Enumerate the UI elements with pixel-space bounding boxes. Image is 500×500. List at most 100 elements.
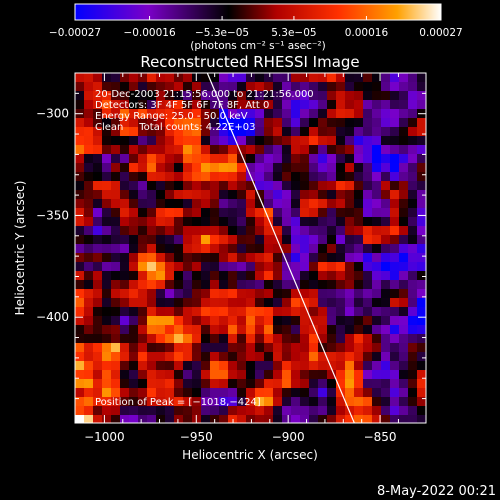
heatmap-cell (345, 262, 355, 272)
heatmap-cell (165, 325, 175, 335)
heatmap-cell (228, 370, 238, 380)
heatmap-cell (309, 244, 319, 254)
heatmap-cell (264, 172, 274, 182)
heatmap-cell (183, 370, 193, 380)
heatmap-cell (345, 397, 355, 407)
heatmap-cell (192, 136, 202, 146)
heatmap-cell (336, 343, 346, 353)
heatmap-cell (111, 235, 121, 245)
heatmap-cell (327, 199, 337, 209)
heatmap-cell (264, 118, 274, 128)
heatmap-cell (183, 397, 193, 407)
heatmap-cell (399, 208, 409, 218)
heatmap-cell (183, 343, 193, 353)
heatmap-cell (111, 388, 121, 398)
heatmap-cell (327, 271, 337, 281)
heatmap-cell (102, 307, 112, 317)
solar-limb-line (206, 73, 355, 423)
heatmap-cell (282, 253, 292, 263)
heatmap-cell (291, 415, 301, 423)
heatmap-cell (399, 91, 409, 101)
heatmap-cell (192, 262, 202, 272)
heatmap-cell (219, 361, 229, 371)
heatmap-cell (291, 118, 301, 128)
heatmap-cell (156, 154, 166, 164)
heatmap-cell (102, 145, 112, 155)
heatmap-cell (120, 334, 130, 344)
heatmap-cell (300, 145, 310, 155)
heatmap-cell (138, 298, 148, 308)
heatmap-cell (327, 172, 337, 182)
heatmap-cell (192, 190, 202, 200)
heatmap-cell (336, 262, 346, 272)
heatmap-cell (129, 91, 139, 101)
heatmap-cell (327, 325, 337, 335)
heatmap-cell (372, 397, 382, 407)
heatmap-cell (363, 172, 373, 182)
heatmap-cell (219, 352, 229, 362)
heatmap-cell (138, 217, 148, 227)
heatmap-cell (300, 334, 310, 344)
heatmap-cell (138, 262, 148, 272)
heatmap-cell (354, 82, 364, 92)
heatmap-cell (165, 109, 175, 119)
heatmap-cell (336, 379, 346, 389)
heatmap-cell (138, 199, 148, 209)
heatmap-cell (408, 397, 418, 407)
heatmap-cell (210, 154, 220, 164)
heatmap-cell (192, 208, 202, 218)
heatmap-cell (228, 325, 238, 335)
heatmap-cell (309, 397, 319, 407)
heatmap-cell (372, 181, 382, 191)
heatmap-cell (399, 145, 409, 155)
heatmap-cell (336, 397, 346, 407)
heatmap-cell (390, 190, 400, 200)
heatmap-cell (192, 91, 202, 101)
heatmap-cell (372, 343, 382, 353)
heatmap-cell (390, 262, 400, 272)
heatmap-cell (210, 208, 220, 218)
heatmap-cell (390, 82, 400, 92)
heatmap-cell (174, 343, 184, 353)
heatmap-cell (201, 181, 211, 191)
heatmap-cell (273, 325, 283, 335)
heatmap-cell (210, 379, 220, 389)
heatmap-cell (228, 316, 238, 326)
heatmap-cell (255, 361, 265, 371)
heatmap-cell (273, 244, 283, 254)
heatmap-cell (255, 406, 265, 416)
heatmap-cell (255, 91, 265, 101)
heatmap-cell (345, 352, 355, 362)
heatmap-cell (282, 100, 292, 110)
heatmap-cell (399, 127, 409, 137)
heatmap-cell (327, 379, 337, 389)
heatmap-cell (336, 82, 346, 92)
heatmap-cell (372, 163, 382, 173)
heatmap-cell (273, 199, 283, 209)
heatmap-cell (363, 91, 373, 101)
heatmap-cell (120, 154, 130, 164)
heatmap-cell (381, 109, 391, 119)
heatmap-cell (228, 298, 238, 308)
heatmap-cell (228, 109, 238, 119)
heatmap-cell (111, 352, 121, 362)
heatmap-cell (363, 280, 373, 290)
heatmap-cell (228, 100, 238, 110)
heatmap-cell (210, 172, 220, 182)
heatmap-cell (183, 109, 193, 119)
heatmap-cell (300, 307, 310, 317)
heatmap-cell (273, 271, 283, 281)
x-axis-label: Heliocentric X (arcsec) (182, 448, 318, 462)
heatmap-cell (201, 199, 211, 209)
heatmap-cell (192, 370, 202, 380)
heatmap-cell (237, 280, 247, 290)
heatmap-cell (273, 280, 283, 290)
heatmap-cell (210, 307, 220, 317)
heatmap-cell (129, 352, 139, 362)
heatmap-cell (282, 181, 292, 191)
heatmap-cell (84, 100, 94, 110)
heatmap-cell (336, 244, 346, 254)
heatmap-cell (174, 91, 184, 101)
heatmap-cell (399, 217, 409, 227)
heatmap-cell (156, 298, 166, 308)
